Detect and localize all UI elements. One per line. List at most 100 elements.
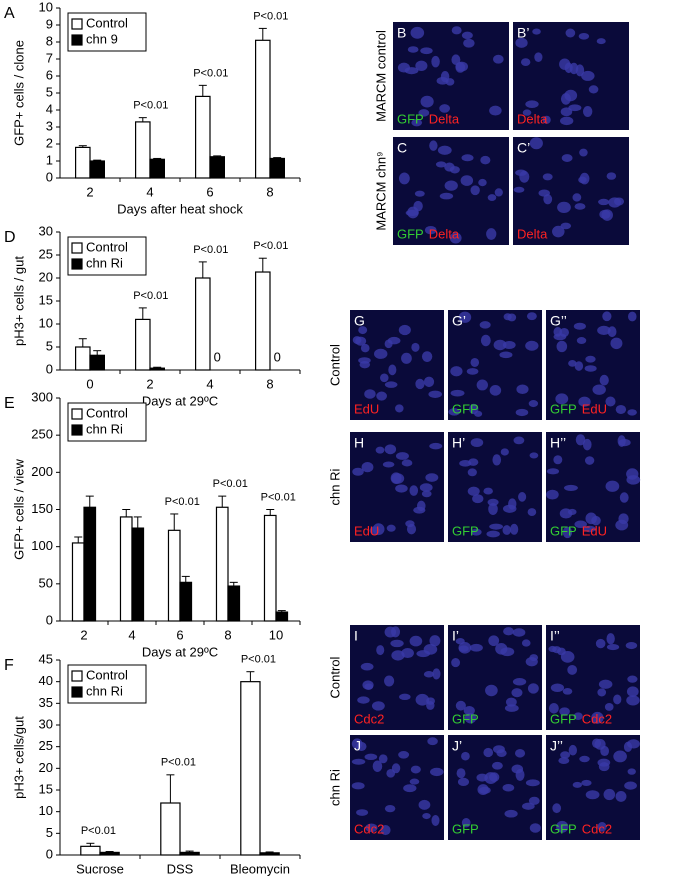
stain-label: GFP — [550, 711, 577, 726]
tile-letter: C — [397, 140, 407, 156]
nucleus — [553, 455, 563, 465]
tile-letter: J’’ — [550, 738, 563, 754]
nucleus — [415, 60, 428, 71]
tile-letter: J’ — [452, 738, 462, 754]
legend-label: chn Ri — [86, 255, 123, 270]
error-bar — [86, 842, 95, 847]
error-bar — [93, 159, 102, 161]
nucleus — [512, 678, 527, 686]
nucleus — [461, 817, 471, 828]
nucleus — [579, 172, 590, 185]
y-tick-label: 7 — [46, 50, 53, 65]
side-label: chn Ri — [327, 468, 342, 505]
y-tick-label: 1 — [46, 152, 53, 167]
nucleus — [574, 361, 584, 371]
nucleus — [450, 366, 463, 377]
nucleus — [598, 198, 610, 206]
stain-label: EdU — [582, 401, 607, 416]
nucleus — [542, 173, 553, 181]
nucleus — [382, 461, 395, 468]
nucleus — [407, 206, 419, 219]
nucleus — [605, 480, 620, 492]
value-label: 0 — [274, 349, 281, 364]
nucleus — [410, 26, 425, 39]
nucleus — [390, 472, 402, 485]
nucleus — [451, 658, 461, 668]
nucleus — [542, 115, 551, 124]
stain-label: Delta — [429, 111, 460, 126]
nucleus — [401, 459, 413, 467]
nucleus — [515, 169, 527, 176]
stain-label: GFP — [550, 523, 577, 538]
x-tick-label: 8 — [224, 627, 231, 642]
nucleus — [427, 737, 438, 746]
nucleus — [522, 109, 532, 116]
nucleus — [518, 492, 527, 502]
y-axis-label: pH3+ cells / gut — [11, 256, 26, 346]
y-tick-label: 5 — [46, 338, 53, 353]
nucleus — [376, 645, 385, 656]
nucleus — [572, 193, 582, 202]
bar — [167, 529, 181, 622]
nucleus — [409, 635, 423, 647]
y-tick-label: 10 — [39, 315, 53, 330]
error-bar — [93, 350, 102, 356]
nucleus — [552, 225, 565, 238]
nucleus — [527, 683, 539, 694]
nucleus — [420, 95, 434, 108]
nucleus — [529, 823, 541, 833]
nucleus — [449, 232, 462, 244]
legend-swatch — [71, 686, 83, 698]
nucleus — [463, 706, 475, 716]
nucleus — [372, 760, 383, 772]
micrograph — [350, 735, 444, 840]
x-tick-label: 4 — [146, 184, 153, 199]
bar — [149, 367, 165, 371]
error-bar — [78, 338, 87, 347]
nucleus — [500, 448, 509, 456]
nucleus — [502, 340, 516, 350]
nucleus — [395, 452, 409, 460]
nucleus — [598, 679, 613, 689]
y-tick-label: 30 — [39, 223, 53, 238]
nucleus — [559, 58, 571, 70]
nucleus — [423, 376, 435, 388]
nucleus — [431, 55, 440, 68]
nucleus — [511, 688, 523, 698]
bar — [263, 514, 277, 622]
nucleus — [601, 209, 613, 221]
y-tick-label: 35 — [39, 695, 53, 710]
x-tick-label: Sucrose — [76, 861, 124, 876]
nucleus — [395, 484, 408, 493]
nucleus — [470, 438, 484, 448]
y-tick-label: 15 — [39, 781, 53, 796]
y-tick-label: 6 — [46, 67, 53, 82]
error-bar — [258, 257, 267, 273]
annotation: P<0.01 — [261, 491, 296, 503]
legend-label: Control — [86, 239, 128, 254]
nucleus — [559, 508, 573, 519]
nucleus — [436, 76, 449, 85]
stain-label: Cdc2 — [582, 821, 612, 836]
nucleus — [525, 340, 539, 351]
tile-letter: H’’ — [550, 435, 566, 451]
y-tick-label: 20 — [39, 760, 53, 775]
nucleus — [395, 404, 404, 413]
nucleus — [605, 396, 616, 407]
annotation: P<0.01 — [133, 100, 168, 112]
error-bar — [122, 509, 131, 517]
nucleus — [615, 404, 627, 414]
nucleus — [592, 384, 606, 395]
bar — [99, 851, 120, 856]
stain-label: Cdc2 — [582, 711, 612, 726]
stain-label: GFP — [452, 401, 479, 416]
bar — [209, 156, 225, 179]
nucleus — [479, 786, 491, 794]
annotation: P<0.01 — [253, 240, 288, 252]
tile-letter: H’ — [452, 435, 465, 451]
nucleus — [464, 712, 477, 724]
nucleus — [562, 688, 573, 695]
tile-letter: B — [397, 25, 406, 41]
stain-label: Cdc2 — [354, 711, 384, 726]
nucleus — [516, 384, 529, 395]
